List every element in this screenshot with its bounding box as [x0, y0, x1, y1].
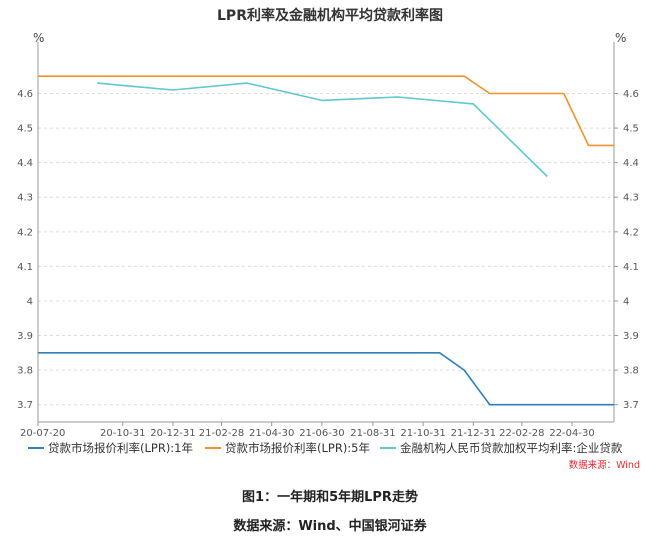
- x-tick-label: 20-07-20: [20, 428, 65, 439]
- legend-label-1: 贷款市场报价利率(LPR):1年: [48, 441, 193, 455]
- series-line-1: [38, 351, 614, 406]
- y-tick-label-left: 4: [27, 296, 33, 307]
- y-tick-label-right: 3.9: [623, 331, 639, 342]
- y-tick-label-right: 4.1: [623, 262, 639, 273]
- axes: 4.6 4.6 4.5 4.5 4.4 4.4 4.3 4.3 4.2 4.2 4.1 4.1 4 4 3.…: [17, 42, 639, 439]
- x-tick-label: 21-12-31: [451, 428, 496, 439]
- legend-label-3: 金融机构人民币贷款加权平均利率:企业贷款: [400, 441, 623, 455]
- y-tick-label-right: 4.3: [623, 193, 639, 204]
- y-tick-label-right: 4.6: [623, 89, 639, 100]
- chart-title: LPR利率及金融机构平均贷款利率图: [217, 7, 443, 24]
- y-tick-label-left: 4.6: [17, 89, 33, 100]
- x-tick-label: 21-02-28: [199, 428, 244, 439]
- x-tick-label: 21-08-31: [350, 428, 395, 439]
- y-tick-label-left: 3.9: [17, 331, 33, 342]
- y-tick-label-right: 3.8: [623, 366, 639, 377]
- x-tick-label: 22-04-30: [549, 428, 594, 439]
- left-unit-label: %: [33, 31, 44, 45]
- y-tick-label-left: 4.4: [17, 158, 33, 169]
- legend: 贷款市场报价利率(LPR):1年 贷款市场报价利率(LPR):5年 金融机构人民币贷…: [28, 441, 623, 455]
- figure-caption: 图1：一年期和5年期LPR走势: [242, 490, 418, 505]
- y-tick-label-left: 4.2: [17, 227, 33, 238]
- legend-label-2: 贷款市场报价利率(LPR):5年: [225, 441, 370, 455]
- chart-source-note: 数据来源：Wind: [569, 459, 640, 471]
- y-tick-label-right: 4.2: [623, 227, 639, 238]
- lpr-chart: LPR利率及金融机构平均贷款利率图 % % 4.6 4.6 4.5 4.5 4.4 4.4…: [17, 7, 640, 471]
- grid-lines: [38, 92, 614, 406]
- x-tick-label: 21-04-30: [249, 428, 294, 439]
- series-line-3: [97, 82, 548, 178]
- y-tick-label-right: 3.7: [623, 400, 639, 411]
- source-caption: 数据来源：Wind、中国银河证券: [233, 519, 427, 534]
- x-tick-label: 21-10-31: [400, 428, 445, 439]
- y-tick-label-right: 4.5: [623, 124, 639, 135]
- y-tick-label-left: 3.8: [17, 366, 33, 377]
- y-tick-label-left: 4.5: [17, 124, 33, 135]
- x-tick-label: 21-06-30: [299, 428, 344, 439]
- y-tick-label-left: 4.1: [17, 262, 33, 273]
- right-unit-label: %: [615, 31, 626, 45]
- x-tick-label: 20-10-31: [100, 428, 145, 439]
- x-tick-label: 22-02-28: [499, 428, 544, 439]
- series-line-2: [38, 75, 614, 147]
- x-tick-label: 20-12-31: [150, 428, 195, 439]
- y-tick-label-right: 4.4: [623, 158, 639, 169]
- data-series: [38, 75, 614, 406]
- y-tick-label-right: 4: [623, 296, 629, 307]
- y-tick-label-left: 3.7: [17, 400, 33, 411]
- y-tick-label-left: 4.3: [17, 193, 33, 204]
